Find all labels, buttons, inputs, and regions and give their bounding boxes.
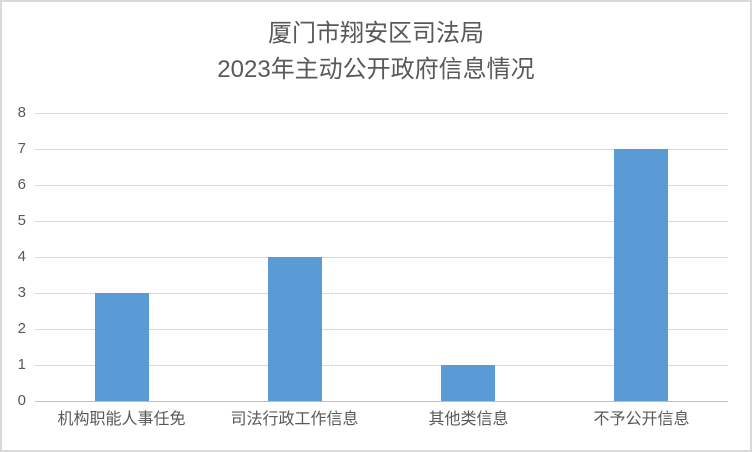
y-axis-tick-label: 1 [17,356,26,373]
chart-title-line2: 2023年主动公开政府信息情况 [217,56,535,83]
bar-1 [95,293,149,401]
y-axis-tick-label: 0 [17,392,26,409]
y-axis-tick-label: 3 [17,284,26,301]
bar-4 [614,149,668,401]
gridline [35,257,728,258]
gridline [35,293,728,294]
y-axis-tick-label: 5 [17,212,26,229]
y-axis-tick-label: 4 [17,248,26,265]
y-axis-tick-label: 7 [17,140,26,157]
gridline [35,221,728,222]
x-axis-category-label: 其他类信息 [428,411,509,428]
chart-title: 厦门市翔安区司法局 2023年主动公开政府信息情况 [0,16,752,88]
bar-2 [268,257,322,401]
gridline [35,113,728,114]
gridline [35,329,728,330]
y-axis-tick-label: 6 [17,176,26,193]
x-axis-category-label: 司法行政工作信息 [230,411,359,428]
y-axis-tick-label: 2 [17,320,26,337]
bar-3 [441,365,495,401]
gridline [35,185,728,186]
x-axis-category-label: 机构职能人事任免 [57,411,186,428]
gridline [35,149,728,150]
y-axis-tick-label: 8 [17,104,26,121]
x-axis-line [35,401,728,402]
x-axis-category-label: 不予公开信息 [593,411,690,428]
gridline [35,365,728,366]
chart-title-line1: 厦门市翔安区司法局 [268,20,484,47]
